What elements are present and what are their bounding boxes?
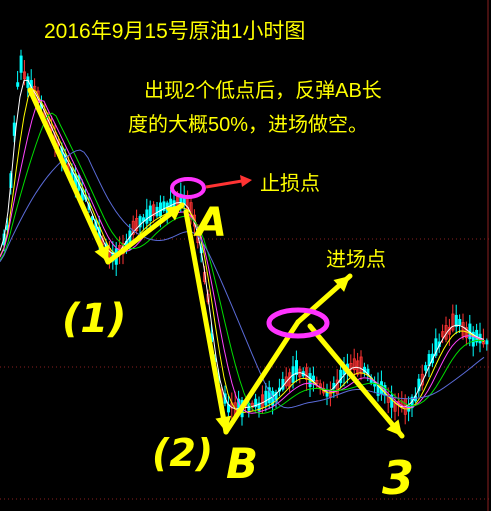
arrow-entry-up-head (333, 276, 350, 292)
arrow-down-to-2-shaft (183, 209, 229, 435)
candle-body (264, 390, 268, 406)
arrow-up-to-A (105, 202, 185, 265)
candle-body (471, 331, 475, 347)
stop-arrowhead (240, 175, 252, 187)
candle-body (441, 331, 445, 338)
candle-body (267, 387, 271, 404)
candle-body (250, 402, 254, 408)
note-line-2: 度的大概50%，进场做空。 (128, 113, 368, 136)
chart-title: 2016年9月15号原油1小时图 (44, 20, 305, 43)
ma-blue-line (0, 149, 485, 409)
candle-body (19, 55, 23, 73)
stop-arrow (205, 175, 252, 189)
mark-2: (2) (152, 431, 213, 475)
candle-body (254, 398, 258, 408)
candle-body (131, 220, 135, 235)
candle-body (145, 209, 149, 224)
arrow-up-to-A-shaft (105, 202, 185, 265)
candle-body (50, 125, 54, 131)
candle-body (451, 313, 455, 331)
mark-1: (1) (62, 296, 126, 342)
candle-body (315, 379, 319, 384)
arrow-up-to-A-head (165, 205, 182, 221)
note-line-1: 出现2个低点后，反弹AB长 (144, 79, 382, 102)
ma-green-line (0, 112, 485, 414)
mark-3: 3 (382, 451, 414, 505)
stop-circle (170, 177, 206, 199)
entry-label: 进场点 (326, 248, 386, 271)
candle-body (359, 356, 363, 375)
candle-body (152, 204, 156, 217)
candle-body (284, 376, 288, 387)
candle-body (454, 314, 458, 327)
arrow-down-to-1 (27, 87, 111, 265)
candle-body (417, 378, 421, 392)
candle-body (135, 218, 139, 232)
candle-body (22, 71, 26, 80)
candle-body (162, 201, 166, 211)
arrow-entry-up (295, 273, 353, 325)
entry-circle (266, 307, 330, 339)
candle-body (138, 216, 142, 228)
line-up-to-entry (223, 319, 301, 435)
arrow-down-to-1-shaft (27, 87, 111, 265)
stop-loss-label: 止损点 (260, 172, 320, 195)
candle-body (294, 360, 298, 375)
candle-body (424, 365, 428, 371)
candle-body (260, 394, 264, 408)
stop-arrow-line (205, 179, 243, 189)
candle-body (148, 205, 152, 222)
candle-body (305, 367, 309, 380)
candle-body (257, 402, 261, 411)
candle-body (458, 319, 462, 325)
candle-body (339, 369, 343, 384)
arrow-down-to-3-shaft (307, 323, 405, 439)
candle-body (434, 338, 438, 356)
mark-B: B (226, 439, 258, 488)
candle-body (352, 358, 356, 371)
candle-body (485, 340, 489, 345)
arrow-down-to-3-head (386, 419, 402, 436)
annotation-arrows (27, 87, 405, 439)
arrow-down-to-3 (307, 323, 405, 439)
arrow-down-to-1-head (94, 245, 110, 262)
candle-body (325, 392, 329, 397)
candle-body (16, 82, 20, 87)
mark-A: A (193, 200, 227, 246)
candle-body (335, 379, 339, 395)
